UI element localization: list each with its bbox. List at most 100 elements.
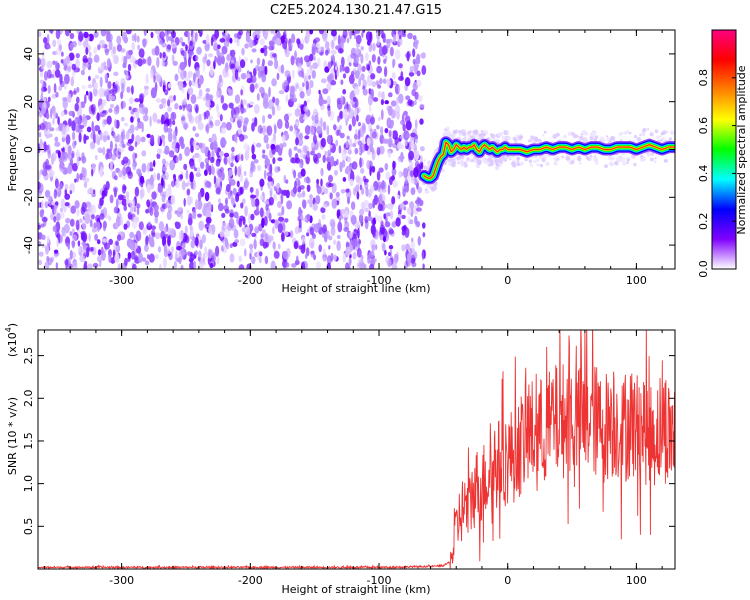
spectrogram-noise-speck	[327, 149, 332, 156]
spectrogram-noise-speck	[117, 194, 124, 201]
spectrogram-noise-speck	[58, 85, 62, 91]
spectrogram-halo-dot	[622, 161, 627, 166]
spectrogram-noise-speck	[164, 89, 169, 96]
spectrogram-noise-speck	[189, 162, 196, 170]
spectrogram-noise-speck	[326, 95, 331, 107]
spectrogram-noise-speck	[95, 155, 98, 160]
spectrogram-noise-speck	[88, 75, 91, 82]
spectrogram-noise-speck	[380, 126, 384, 136]
spectrogram-noise-speck	[380, 109, 384, 120]
spectrogram-noise-speck	[421, 249, 427, 260]
spectrogram-noise-speck	[333, 239, 337, 245]
spectrogram-noise-speck	[214, 30, 220, 39]
spectrogram-noise-speck	[310, 241, 314, 249]
spectrogram-noise-speck	[55, 262, 59, 269]
spectrogram-noise-speck	[160, 134, 166, 140]
spectrogram-halo-dot	[457, 161, 460, 165]
spectrogram-noise-speck	[69, 190, 73, 195]
spectrogram-noise-speck	[205, 216, 212, 224]
spectrogram-noise-speck	[38, 251, 44, 257]
spectrogram-noise-speck	[285, 94, 288, 103]
spectrogram-halo-dot	[561, 155, 565, 159]
spectrogram-noise-speck	[257, 164, 262, 172]
spectrogram-noise-speck	[341, 159, 346, 168]
spectrogram-noise-speck	[405, 95, 411, 101]
spectrogram-noise-speck	[413, 167, 419, 178]
spectrogram-noise-speck	[54, 136, 59, 142]
spectrogram-noise-speck	[298, 70, 304, 78]
spectrogram-noise-speck	[194, 76, 199, 88]
spectrogram-noise-speck	[268, 212, 272, 222]
spectrogram-noise-speck	[117, 263, 122, 269]
spectrogram-noise-speck	[420, 155, 423, 164]
spectrogram-noise-speck	[274, 98, 280, 106]
spectrogram-noise-speck	[388, 245, 394, 250]
spectrogram-noise-speck	[346, 135, 350, 140]
spectrogram-noise-speck	[294, 108, 301, 117]
spectrogram-noise-speck	[178, 80, 184, 91]
spectrogram-noise-speck	[264, 157, 271, 167]
spectrogram-noise-speck	[169, 227, 174, 236]
spectrogram-noise-speck	[349, 231, 353, 239]
spectrogram-noise-speck	[246, 78, 253, 84]
spectrogram-noise-speck	[207, 248, 212, 259]
spectrogram-noise-speck	[239, 134, 245, 142]
spectrogram-noise-speck	[98, 105, 103, 113]
spectrogram-noise-speck	[38, 31, 42, 38]
spectrogram-noise-speck	[81, 241, 86, 246]
spectrogram-halo-dot	[554, 162, 558, 166]
spectrogram-noise-speck	[259, 86, 265, 94]
spectrogram-noise-speck	[187, 87, 194, 96]
spectrogram-noise-speck	[104, 242, 110, 250]
spectrogram-noise-speck	[411, 261, 417, 268]
spectrogram-noise-speck	[158, 221, 165, 232]
spectrogram-noise-speck	[165, 187, 171, 198]
spectrogram-noise-speck	[40, 93, 44, 101]
spectrogram-halo-dot	[505, 131, 509, 135]
spectrogram-halo-dot	[429, 183, 433, 188]
spectrogram-noise-speck	[218, 74, 223, 84]
spectrogram-noise-speck	[373, 194, 379, 206]
spectrogram-noise-speck	[250, 163, 256, 173]
spectrogram-noise-speck	[38, 132, 42, 138]
spectrogram-noise-speck	[259, 178, 265, 187]
spectrogram-noise-speck	[145, 73, 149, 84]
spectrogram-noise-speck	[100, 112, 107, 118]
spectrogram-noise-speck	[376, 146, 381, 156]
spectrogram-noise-speck	[370, 116, 375, 125]
spectrogram-halo-dot	[458, 130, 462, 134]
spectrogram-noise-speck	[320, 137, 326, 148]
spectrogram-noise-speck	[257, 124, 263, 134]
spectrogram-noise-speck	[205, 92, 210, 100]
spectrogram-noise-speck	[123, 36, 129, 44]
spectrogram-noise-speck	[262, 58, 265, 67]
spectrogram-halo-dot	[670, 130, 675, 135]
spectrogram-halo-dot	[528, 159, 533, 163]
spectrogram-halo-dot	[594, 161, 599, 165]
spectrogram-noise-speck	[343, 227, 350, 232]
spectrogram-noise-speck	[358, 261, 365, 269]
spectrogram-noise-speck	[298, 86, 304, 92]
spectrogram-noise-speck	[414, 119, 418, 130]
spectrogram-noise-speck	[141, 150, 147, 157]
spectrogram-noise-speck	[349, 138, 353, 147]
spectrogram-noise-speck	[108, 238, 113, 245]
spectrogram-noise-speck	[388, 229, 395, 235]
spectrogram-noise-speck	[41, 209, 45, 214]
spectrogram-noise-speck	[270, 219, 276, 224]
spectrogram-noise-speck	[93, 189, 96, 195]
spectrogram-noise-speck	[235, 192, 240, 203]
spectrogram-noise-speck	[67, 93, 72, 103]
spectrogram-noise-speck	[296, 255, 299, 263]
spectrogram-noise-speck	[397, 194, 400, 200]
spectrogram-noise-speck	[69, 32, 75, 40]
spectrogram-noise-speck	[229, 37, 233, 44]
spectrogram-noise-speck	[55, 48, 61, 56]
spectrogram-noise-speck	[306, 150, 310, 158]
spectrogram-noise-speck	[247, 144, 250, 153]
spectrogram-noise-speck	[89, 91, 93, 103]
spectrogram-noise-speck	[159, 39, 163, 45]
spectrogram-noise-speck	[409, 161, 414, 167]
spectrogram-noise-speck	[416, 70, 421, 77]
spectrogram-noise-speck	[236, 112, 239, 120]
